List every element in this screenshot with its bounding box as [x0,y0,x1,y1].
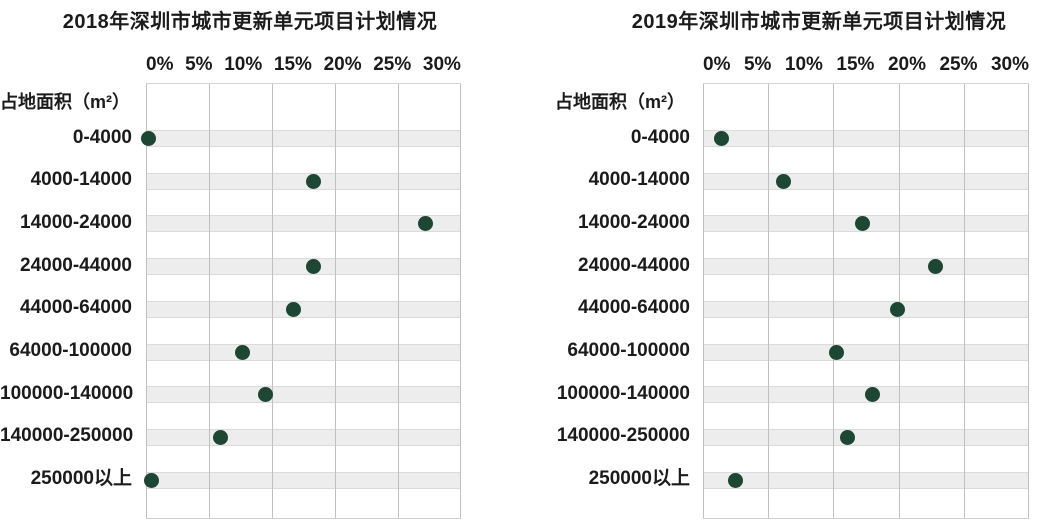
data-dot [285,301,301,317]
category-label: 0-4000 [630,126,690,148]
vertical-gridline [146,84,147,518]
y-axis-title: 占地面积（m²） [0,92,130,112]
plot-area [140,83,461,519]
plot-area [703,83,1029,519]
x-axis-tick-label: 25% [373,54,412,75]
row-stripe [703,258,1029,276]
x-axis-tick-label: 5% [743,54,772,75]
data-dot [728,472,744,488]
x-axis-tick-label: 5% [185,54,213,75]
chart-title-2018: 2018年深圳市城市更新单元项目计划情况 [62,11,438,33]
chart-2019: 2019年深圳市城市更新单元项目计划情况 占地面积（m²） 0% 5% 10% 15%… [522,0,1044,528]
category-label: 4000-14000 [30,169,132,191]
vertical-gridline [460,84,461,518]
vertical-gridline [833,84,835,518]
row-stripe [146,215,461,233]
category-label: 100000-140000 [556,382,690,404]
data-dot [306,259,322,275]
row-stripe [146,130,461,147]
data-dot [213,429,229,445]
row-stripe [703,428,1029,446]
x-axis-tick-labels: 0% 5% 10% 15% 20% 25% 30% [703,54,1029,76]
data-dot [306,173,322,189]
x-axis-tick-label: 0% [703,54,731,75]
vertical-gridline [209,84,210,518]
vertical-gridline [768,84,770,518]
category-label: 250000以上 [588,468,690,490]
row-stripe [703,172,1029,190]
x-axis-tick-labels: 0% 5% 10% 15% 20% 25% 30% [146,54,461,76]
category-label: 250000以上 [30,468,132,490]
row-stripe [146,343,461,361]
data-dot [829,344,845,360]
data-dot [928,259,944,275]
x-axis-tick-label: 20% [887,54,926,75]
vertical-gridline [963,84,965,518]
vertical-gridline [703,84,704,518]
vertical-gridline [898,84,900,518]
data-dot [140,131,156,146]
row-stripe [146,258,461,276]
row-stripe [146,172,461,190]
category-label: 44000-64000 [578,297,690,319]
category-label: 24000-44000 [578,254,690,276]
category-label: 24000-44000 [20,254,132,276]
category-label: 140000-250000 [556,425,690,447]
vertical-gridline [272,84,273,518]
category-label: 4000-14000 [588,169,690,191]
row-stripe [703,300,1029,318]
category-label: 14000-24000 [20,211,132,233]
category-label: 100000-140000 [0,382,134,404]
category-label: 14000-24000 [578,211,690,233]
row-stripe [146,300,461,318]
category-label: 140000-250000 [0,425,134,447]
chart-title-2019: 2019年深圳市城市更新单元项目计划情况 [631,11,1007,33]
data-dot [775,173,791,189]
vertical-gridline [398,84,399,518]
data-dot [143,472,159,488]
x-axis-tick-label: 15% [273,54,312,75]
row-stripe [146,428,461,446]
data-dot [258,387,274,403]
row-stripe [703,130,1029,147]
y-axis-title: 占地面积（m²） [555,92,685,112]
x-axis-tick-label: 10% [784,54,823,75]
category-label: 0-4000 [72,126,132,148]
x-axis-tick-label: 0% [146,54,174,75]
data-dot [855,216,871,232]
x-axis-tick-label: 15% [836,54,875,75]
x-axis-tick-label: 30% [990,54,1029,75]
row-stripe [703,471,1029,489]
data-dot [713,131,729,146]
category-label: 44000-64000 [20,297,132,319]
data-dot [840,429,856,445]
x-axis-tick-label: 25% [939,54,978,75]
x-axis-tick-label: 30% [422,54,461,75]
x-axis-tick-label: 10% [224,54,263,75]
category-label: 64000-100000 [567,340,690,361]
vertical-gridline [1028,84,1029,518]
data-dot [235,344,251,360]
data-dot [865,387,881,403]
row-stripe [703,343,1029,361]
chart-2018: 2018年深圳市城市更新单元项目计划情况 占地面积（m²） 0% 5% 10% 15%… [0,11,461,519]
data-dot [890,301,905,317]
data-dot [417,216,433,232]
row-stripe [146,471,461,489]
row-stripe [146,386,461,404]
x-axis-tick-label: 20% [323,54,362,75]
category-label: 64000-100000 [9,340,132,361]
vertical-gridline [335,84,336,518]
